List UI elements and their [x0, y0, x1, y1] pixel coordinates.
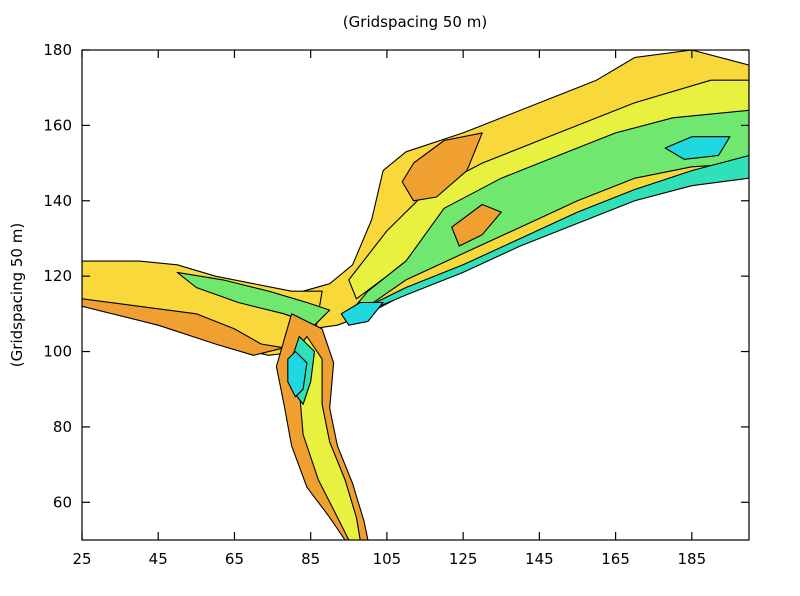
- contour-region-main-channel-thalweg: [352, 154, 749, 319]
- axis-ticks: [81, 49, 749, 540]
- y-tick-label: 100: [43, 343, 72, 361]
- contour-region-junction-pool: [340, 301, 384, 326]
- contour-region-mid-shoal: [451, 203, 502, 247]
- contour-region-upstream-pool: [664, 136, 731, 160]
- y-tick-label: 160: [43, 116, 72, 134]
- x-tick-label: 125: [449, 550, 478, 568]
- contour-region-left-branch-core: [176, 271, 331, 326]
- y-tick-label: 60: [53, 493, 72, 511]
- x-tick-label: 25: [72, 550, 91, 568]
- y-tick-label: 120: [43, 267, 72, 285]
- x-tick-label: 85: [301, 550, 320, 568]
- contour-regions: [82, 50, 749, 540]
- y-tick-label: 80: [53, 418, 72, 436]
- contour-region-lower-branch-thalweg: [287, 350, 308, 398]
- x-tick-label: 105: [373, 550, 402, 568]
- x-tick-label: 65: [225, 550, 244, 568]
- plot-frame: [81, 49, 750, 541]
- contour-region-upper-bank-high: [401, 132, 483, 202]
- x-tick-label: 185: [678, 550, 707, 568]
- x-tick-label: 165: [601, 550, 630, 568]
- y-tick-label: 140: [43, 192, 72, 210]
- y-axis-label: (Gridspacing 50 m): [8, 223, 26, 367]
- chart-title: (Gridspacing 50 m): [343, 13, 487, 31]
- axis-tick-labels: 25 45 65 85 105 125 145 165 185 60 80 100 120 140 160 1…: [43, 41, 706, 568]
- x-tick-label: 45: [149, 550, 168, 568]
- y-tick-label: 180: [43, 41, 72, 59]
- x-tick-label: 145: [525, 550, 554, 568]
